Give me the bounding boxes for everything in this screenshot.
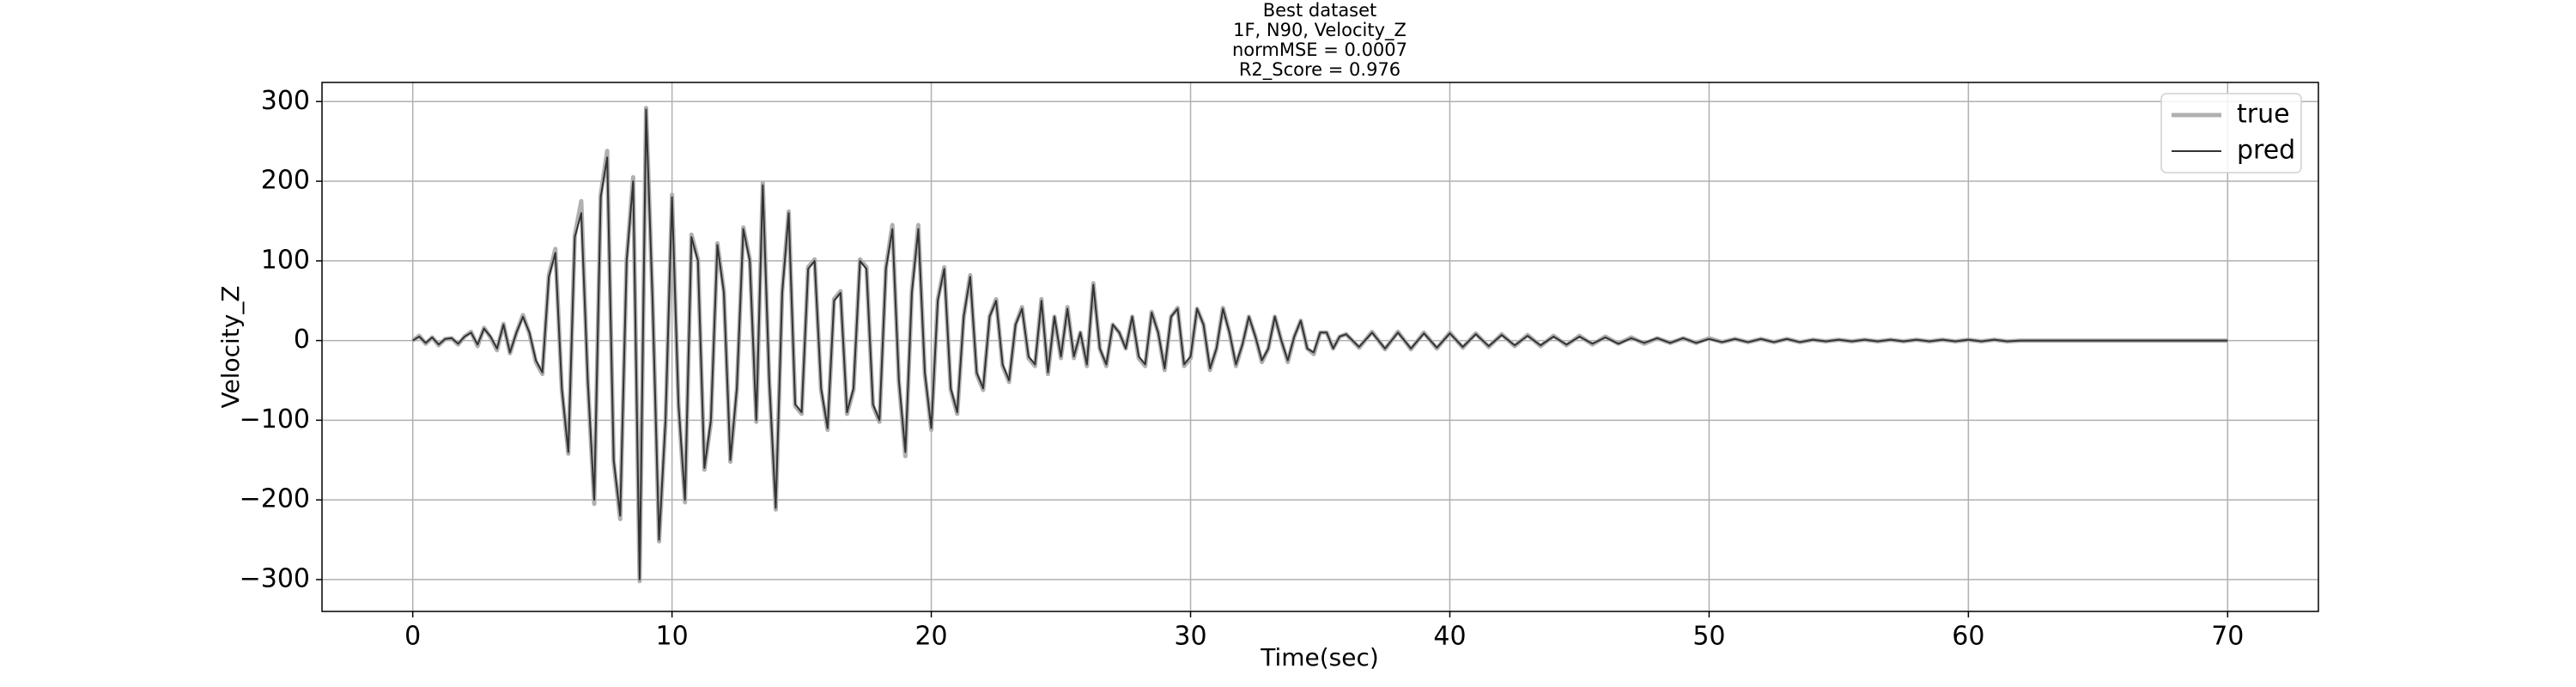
chart-title: R2_Score = 0.976 bbox=[1239, 59, 1400, 81]
x-tick-label: 70 bbox=[2211, 622, 2244, 652]
series-line bbox=[412, 108, 2228, 581]
x-tick-label: 50 bbox=[1692, 622, 1725, 652]
chart-title: Best dataset bbox=[1263, 0, 1377, 21]
plot-frame bbox=[321, 82, 2319, 612]
x-tick-label: 40 bbox=[1433, 622, 1466, 652]
x-tick-label: 30 bbox=[1174, 622, 1206, 652]
x-tick-label: 10 bbox=[656, 622, 689, 652]
y-tick-label: 200 bbox=[261, 166, 310, 196]
x-axis-label: Time(sec) bbox=[1260, 643, 1379, 672]
legend: true pred bbox=[2160, 93, 2302, 173]
x-tick-label: 0 bbox=[404, 622, 421, 652]
y-tick-label: −100 bbox=[240, 404, 310, 435]
y-axis-label: Velocity_Z bbox=[216, 285, 245, 408]
y-tick-label: −200 bbox=[240, 484, 310, 514]
chart-title: 1F, N90, Velocity_Z bbox=[1233, 20, 1406, 41]
legend-label: true bbox=[2237, 100, 2290, 130]
y-tick-label: 300 bbox=[261, 86, 310, 116]
series-line bbox=[411, 106, 2228, 584]
y-tick-label: −300 bbox=[240, 563, 310, 593]
x-tick-label: 20 bbox=[914, 622, 947, 652]
chart-title: normMSE = 0.0007 bbox=[1232, 40, 1407, 60]
x-tick-label: 60 bbox=[1952, 622, 1984, 652]
legend-label: pred bbox=[2237, 136, 2295, 166]
y-tick-label: 0 bbox=[294, 325, 310, 355]
y-tick-label: 100 bbox=[261, 245, 310, 275]
